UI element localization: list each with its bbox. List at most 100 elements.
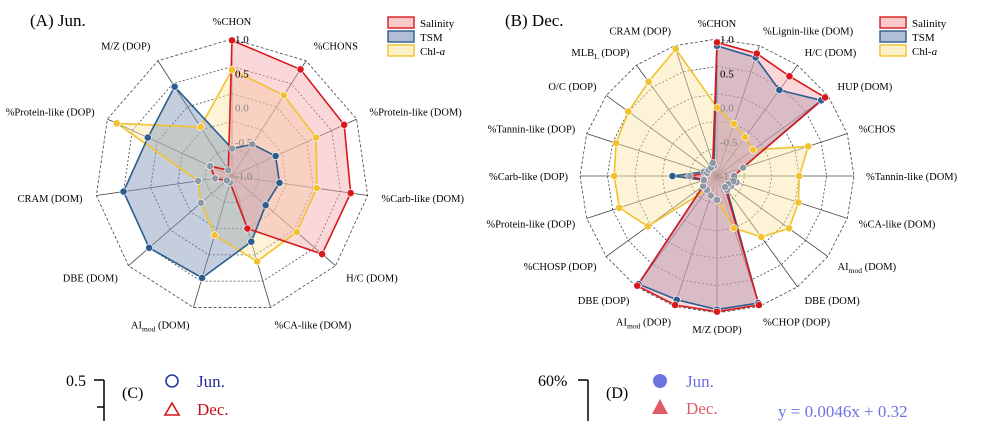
grid-spoke [128,175,233,267]
axis-label-dbe-dom: DBE (DOM) [805,296,861,307]
marker-tsm-protein-like-dop [143,133,152,142]
axis-label-chos: %CHOS [859,125,896,136]
marker-salinity-protein-like-dop [206,162,215,170]
panel-d-legend-dec: Dec. [686,399,718,418]
panel-d-axis-tick: 60% [538,373,567,390]
marker-chl-a-m-z-dop [196,123,205,131]
axis-label-lignin-like-dom: %Lignin-like (DOM) [763,26,854,37]
legend-marker-dec-filled-triangle [652,399,668,414]
radial-tick-label: 0.5 [720,68,734,80]
marker-salinity-chons [296,65,305,74]
radial-tick-label: -1.0 [720,171,738,183]
panel-d-label: (D) [606,385,628,402]
marker-chl-a-aimod-dom [210,231,219,240]
grid-spoke [716,175,829,257]
grid-spoke [586,175,718,219]
marker-chl-a-o-c-dop [624,107,633,116]
grid-spoke [674,45,718,177]
radar-chart-jun: (A) Jun. 1.0 0.5 0.0 -0.5 -1.0 %CHON %CHONS %Pr… [6,11,465,334]
marker-chl-a-protein-like-dom [312,133,321,142]
marker-salinity-h-c-dom [318,250,326,258]
radial-tick-label: -0.5 [720,137,738,149]
axis-label-tannin-like-dop: %Tannin-like (DOP) [488,125,576,136]
axis-label-m-z-dop: M/Z (DOP) [692,325,742,336]
grid-spoke [231,60,307,177]
axis-label-protein-like-dop: %Protein-like (DOP) [6,108,95,119]
marker-tsm-carb-like-dom [275,178,284,187]
axis-label-cram-dop: CRAM (DOP) [609,26,671,37]
legend-swatch-salinity [387,16,415,29]
marker-chl-a-chop-dop [730,224,738,233]
marker-chl-a-protein-like-dop [615,203,624,212]
grid-ring [150,93,314,256]
marker-chl-a-ca-like-dom [253,257,261,266]
marker-salinity-carb-like-dop [685,172,694,180]
marker-salinity-aimod-dop [671,301,679,309]
axis-label-aimod-dom: AImod (DOM) [131,321,190,334]
axis-label-mlbl-dop: MLBL (DOP) [571,48,629,61]
marker-salinity-carb-like-dom [346,189,355,197]
axis-label-protein-like-dom: %Protein-like (DOM) [369,108,462,119]
axis-label-tannin-like-dom: %Tannin-like (DOM) [866,172,958,183]
legend-marker-jun-open-circle [165,374,179,388]
grid-spoke [586,133,718,177]
marker-salinity-m-z-dop [713,307,721,316]
axis-label-carb-like-dop: %Carb-like (DOP) [489,172,569,183]
marker-chl-a-dbe-dom [197,199,205,207]
marker-chl-a-protein-like-dop [112,119,121,128]
series-line-tsm [122,85,281,279]
panel-label-a: (A) Jun. [30,11,86,30]
axis-label-dbe-dop: DBE (DOP) [578,296,630,307]
radial-tick-label: -0.5 [235,137,253,149]
marker-tsm-chon [228,144,236,153]
panel-c-axis-tick: 0.5 [66,373,86,390]
radar-chart-dec: (B) Dec. 1.0 0.5 0.0 -0.5 -1.0 %CHON %Lignin-l… [486,11,957,336]
marker-salinity-dbe-dom [222,176,231,185]
marker-salinity-m-z-dop [224,166,233,175]
marker-chl-a-tannin-like-dom [795,172,804,180]
grid-spoke [157,60,233,177]
grid-spoke [193,175,233,308]
marker-chl-a-chosp-dop [643,222,652,231]
marker-chl-a-chons [279,91,288,100]
marker-tsm-carb-like-dop [668,172,677,180]
axis-label-h-c-dom: H/C (DOM) [805,48,857,59]
series-line-chl-a [114,68,318,263]
panel-c-legend-dec: Dec. [197,400,229,419]
legend-label-chl-a: Chl-a [912,46,938,58]
axis-label-o-c-dop: O/C (DOP) [548,82,597,93]
marker-salinity-protein-like-dom [340,120,349,129]
series-area-chl-a [614,48,809,237]
marker-salinity-cram-dop [708,159,717,167]
marker-chl-a-carb-like-dom [312,184,321,193]
axis-label-aimod-dop: AImod (DOP) [616,318,672,331]
panel-d-legend-jun: Jun. [686,372,714,391]
marker-tsm-h-c-dom [261,201,270,210]
legend-dec: Salinity TSM Chl-a [879,16,947,58]
panel-label-b: (B) Dec. [505,11,564,30]
marker-chl-a-m-z-dop [713,196,721,204]
marker-salinity-chon [228,36,236,45]
marker-tsm-m-z-dop [170,82,179,91]
panel-c: 0.5 (C) Jun. Dec. [66,372,229,421]
grid-spoke [231,118,357,177]
marker-chl-a-aimod-dom [785,224,793,233]
marker-salinity-protein-like-dop [700,176,708,185]
legend-swatch-salinity [879,16,907,29]
axis-label-ca-like-dom: %CA-like (DOM) [275,321,352,332]
marker-chl-a-carb-like-dop [610,172,619,180]
grid-spoke [716,45,760,177]
marker-chl-a-ca-like-dom [794,198,803,207]
marker-chl-a-chon [713,103,721,112]
marker-salinity-lignin-like-dom [752,49,761,58]
marker-salinity-dbe-dop [633,281,642,290]
axis-label-m-z-dop: M/Z (DOP) [101,42,151,53]
axis-label-cram-dom: CRAM (DOM) [17,194,83,205]
legend-label-salinity: Salinity [420,18,455,30]
axis-label-chon: %CHON [213,17,252,28]
marker-chl-a-hup-dom [749,145,757,154]
grid-spoke [716,95,829,177]
axis-label-chon: %CHON [698,19,737,30]
radar-grid [579,38,855,314]
grid-ring [95,38,369,308]
